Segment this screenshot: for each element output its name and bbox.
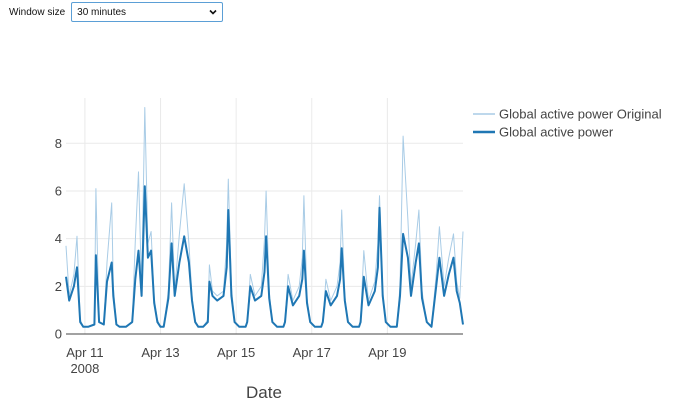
y-tick-label: 6 bbox=[55, 183, 62, 198]
chevron-down-icon bbox=[209, 9, 217, 15]
window-size-control: Window size 30 minutes bbox=[9, 2, 224, 22]
y-tick-label: 2 bbox=[55, 279, 62, 294]
legend[interactable]: Global active power Original Global activ… bbox=[473, 107, 662, 140]
x-tick-label: Apr 13 bbox=[141, 345, 179, 360]
y-tick-label: 8 bbox=[55, 136, 62, 151]
series-original-line bbox=[65, 107, 464, 328]
x-tick-label: Apr 17 bbox=[293, 345, 331, 360]
x-axis-title: Date bbox=[246, 383, 282, 402]
window-size-select[interactable]: 30 minutes bbox=[71, 2, 224, 22]
x-tick-label: Apr 11 bbox=[66, 345, 103, 360]
grid-lines bbox=[66, 98, 463, 334]
series-smoothed-line bbox=[65, 185, 464, 328]
window-size-value: 30 minutes bbox=[77, 6, 127, 18]
x-tick-label: Apr 15 bbox=[217, 345, 255, 360]
window-size-label: Window size bbox=[9, 6, 66, 18]
x-tick-sublabel: 2008 bbox=[70, 361, 99, 376]
y-tick-label: 0 bbox=[55, 327, 62, 342]
legend-label-original: Global active power Original bbox=[499, 107, 662, 122]
y-tick-label: 4 bbox=[55, 231, 62, 246]
x-tick-label: Apr 19 bbox=[368, 345, 406, 360]
legend-label-smoothed: Global active power bbox=[499, 125, 614, 140]
series-lines bbox=[65, 107, 464, 328]
